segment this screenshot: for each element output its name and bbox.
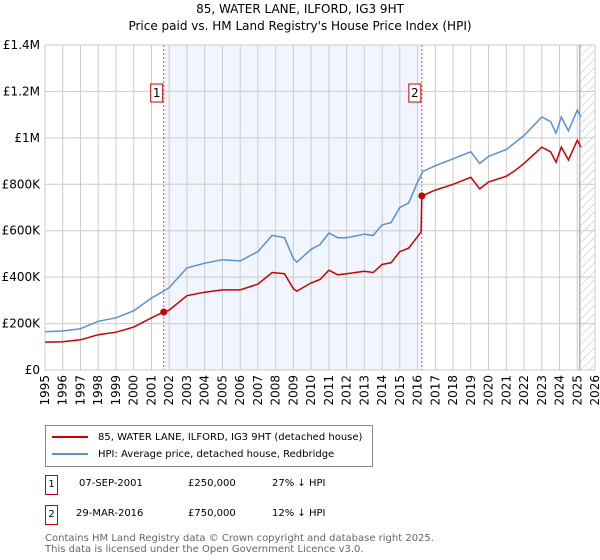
transaction-row: 2 29-MAR-2016 £750,000 12% ↓ HPI — [45, 505, 445, 525]
x-tick-label: 2007 — [251, 375, 265, 406]
sale-label-box — [408, 83, 422, 103]
x-tick-label: 2005 — [215, 375, 229, 406]
x-tick-label: 2018 — [446, 375, 460, 406]
transaction-date: 29-MAR-2016 — [76, 508, 144, 519]
chart-subtitle: Price paid vs. HM Land Registry's House … — [128, 19, 472, 33]
forecast-hatch — [580, 45, 595, 370]
x-tick-label: 2026 — [588, 375, 600, 406]
x-tick-label: 2025 — [570, 375, 584, 406]
x-tick-label: 1998 — [91, 375, 105, 406]
x-tick-label: 2003 — [180, 375, 194, 406]
x-tick-label: 2022 — [517, 375, 531, 406]
legend-label-hpi: HPI: Average price, detached house, Redb… — [98, 448, 335, 460]
y-tick-label: £1M — [14, 131, 40, 145]
legend-swatch-hpi — [52, 453, 88, 455]
x-tick-label: 1997 — [73, 375, 87, 406]
y-tick-label: £0 — [25, 363, 40, 377]
transaction-price: £750,000 — [188, 508, 236, 519]
transaction-hpi: 12% ↓ HPI — [272, 508, 326, 519]
x-tick-label: 2009 — [286, 375, 300, 406]
x-tick-label: 2010 — [304, 375, 318, 406]
chart-title: 85, WATER LANE, ILFORD, IG3 9HT — [196, 2, 404, 16]
footer: Contains HM Land Registry data © Crown c… — [45, 533, 434, 555]
x-tick-label: 1996 — [56, 375, 70, 406]
transaction-row: 1 07-SEP-2001 £250,000 27% ↓ HPI — [45, 475, 445, 495]
shaded-ownership-period — [163, 45, 422, 370]
x-tick-label: 2012 — [340, 375, 354, 406]
x-tick-label: 2017 — [428, 375, 442, 406]
sale-label: 1 — [153, 86, 161, 100]
x-tick-label: 2015 — [393, 375, 407, 406]
y-tick-label: £1.4M — [3, 38, 40, 52]
x-tick-label: 1999 — [109, 375, 123, 406]
transaction-marker: 2 — [45, 505, 58, 525]
footer-line: This data is licensed under the Open Gov… — [45, 544, 364, 555]
y-tick-label: £1.2M — [3, 84, 40, 98]
x-tick-label: 2013 — [357, 375, 371, 406]
x-tick-label: 2019 — [464, 375, 478, 406]
y-tick-label: £800K — [2, 177, 42, 191]
legend-swatch-property — [52, 436, 88, 438]
sale-label-box — [150, 83, 164, 103]
footer-line: Contains HM Land Registry data © Crown c… — [45, 533, 434, 544]
x-tick-label: 2006 — [233, 375, 247, 406]
transaction-hpi: 27% ↓ HPI — [272, 478, 326, 489]
sale-point — [418, 192, 426, 200]
hpi-line — [44, 108, 582, 333]
x-tick-label: 2020 — [482, 375, 496, 406]
sale-label: 2 — [411, 86, 419, 100]
x-tick-label: 2000 — [127, 375, 141, 406]
x-tick-label: 2001 — [144, 375, 158, 406]
x-tick-label: 2004 — [198, 375, 212, 406]
property-price-line — [44, 138, 582, 343]
legend: 85, WATER LANE, ILFORD, IG3 9HT (detache… — [45, 425, 373, 467]
x-tick-label: 2011 — [322, 375, 336, 406]
transaction-price: £250,000 — [188, 478, 236, 489]
x-tick-label: 2024 — [553, 375, 567, 406]
x-tick-label: 2023 — [535, 375, 549, 406]
x-tick-label: 2021 — [499, 375, 513, 406]
y-tick-label: £200K — [2, 317, 42, 331]
y-tick-label: £600K — [2, 224, 42, 238]
transaction-date: 07-SEP-2001 — [79, 478, 143, 489]
y-tick-label: £400K — [2, 270, 42, 284]
legend-label-property: 85, WATER LANE, ILFORD, IG3 9HT (detache… — [98, 431, 363, 443]
transaction-marker: 1 — [45, 475, 58, 495]
sale-point — [160, 308, 168, 316]
plot-area: 1995 1996 1997 1998 1999 2000 2001 2002 2003 2004… — [2, 38, 600, 406]
x-tick-label: 2014 — [375, 375, 389, 406]
x-tick-label: 1995 — [38, 375, 52, 406]
x-tick-label: 2008 — [269, 375, 283, 406]
x-tick-label: 2016 — [411, 375, 425, 406]
x-tick-label: 2002 — [162, 375, 176, 406]
